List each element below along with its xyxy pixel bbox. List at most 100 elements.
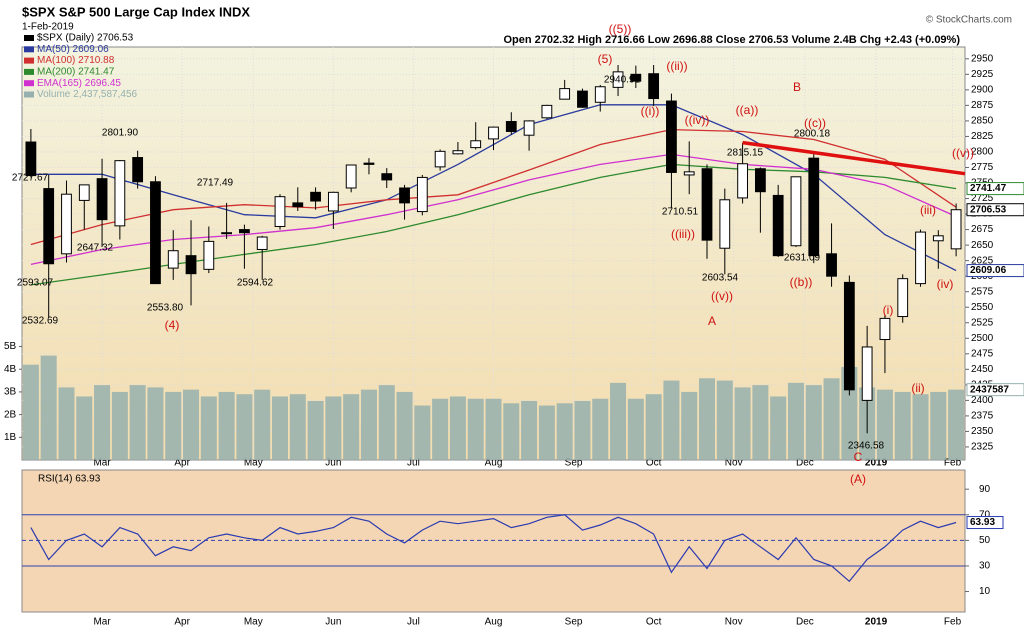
- price-label: 2594.62: [237, 278, 274, 289]
- candle-body: [648, 73, 660, 100]
- x-tick-label: Dec: [796, 458, 814, 469]
- candle-body: [541, 104, 553, 119]
- last-value-box: [966, 516, 1004, 530]
- wave-label: ((b)): [790, 275, 813, 289]
- candle-body: [43, 188, 55, 265]
- volume-bar: [716, 380, 733, 460]
- candle-body: [167, 250, 179, 269]
- wave-label: ((a)): [736, 103, 759, 117]
- volume-bar: [289, 394, 306, 460]
- candle-body: [897, 278, 909, 318]
- candle-body: [559, 88, 571, 100]
- y-tick-label: 10: [979, 586, 991, 597]
- y-tick-label: 2350: [971, 426, 994, 437]
- volume-bar: [556, 403, 573, 460]
- volume-bar: [218, 391, 235, 460]
- y-tick-label: 2825: [971, 131, 994, 142]
- y-tick-label: 2475: [971, 348, 994, 359]
- candle-body: [630, 73, 642, 82]
- volume-bar: [414, 405, 431, 460]
- y-tick-label: 2675: [971, 224, 994, 235]
- y-tick-label: 2650: [971, 240, 994, 251]
- wave-label: ((i)): [641, 104, 660, 118]
- volume-bar: [396, 391, 413, 460]
- candle-body: [719, 199, 731, 249]
- candle-body: [310, 191, 321, 202]
- last-value-box: [966, 203, 1024, 217]
- candle-body: [239, 229, 250, 234]
- wave-label: (4): [165, 318, 180, 332]
- legend-label: MA(200) 2741.47: [37, 67, 115, 78]
- volume-bar: [538, 405, 555, 460]
- wave-label: (A): [850, 472, 866, 486]
- legend-swatch: [24, 80, 34, 87]
- volume-bar: [770, 396, 787, 460]
- x-tick-label: Mar: [93, 617, 111, 628]
- volume-bar: [325, 396, 342, 460]
- candle-body: [416, 176, 428, 213]
- y2-tick-label: 3B: [4, 387, 17, 398]
- rsi-line: [30, 514, 957, 583]
- volume-bar: [307, 401, 324, 460]
- x-tick-label: Feb: [944, 617, 962, 628]
- candle-body: [274, 196, 286, 227]
- x-tick-label: Nov: [725, 458, 743, 469]
- candle-body: [932, 235, 944, 242]
- volume-bar: [271, 396, 288, 460]
- candle-body: [452, 150, 464, 155]
- volume-bar: [183, 389, 200, 460]
- volume-bar: [752, 385, 769, 460]
- price-label: 2940.91: [604, 75, 641, 86]
- candle-body: [861, 346, 873, 401]
- y-tick-label: 2375: [971, 411, 994, 422]
- volume-bar: [521, 401, 538, 460]
- x-tick-label: Sep: [565, 617, 583, 628]
- wave-label: ((iv)): [685, 113, 710, 127]
- y-tick-label: 90: [979, 484, 991, 495]
- volume-bar: [734, 387, 751, 460]
- candle-body: [790, 176, 802, 247]
- volume-bar: [645, 394, 662, 460]
- wave-label: ((c)): [804, 116, 826, 130]
- candle-body: [666, 100, 677, 173]
- x-tick-label: 2019: [865, 617, 888, 628]
- y-tick-label: 2575: [971, 286, 994, 297]
- y-tick-label: 2725: [971, 193, 994, 204]
- legend-label: EMA(165) 2696.45: [37, 78, 121, 89]
- volume-bar: [378, 385, 395, 460]
- y-tick-label: 2450: [971, 364, 994, 375]
- y-tick-label: 2900: [971, 84, 994, 95]
- wave-label: (i): [883, 303, 894, 317]
- volume-bar: [236, 394, 253, 460]
- candle-body: [843, 281, 855, 391]
- candle-body: [96, 178, 108, 221]
- candle-body: [701, 168, 713, 241]
- x-tick-label: May: [244, 617, 263, 628]
- volume-bar: [699, 378, 716, 460]
- candle-body: [345, 164, 357, 189]
- last-value: 2437587: [970, 384, 1009, 395]
- candle-body: [915, 231, 926, 285]
- legend-swatch: [24, 35, 34, 41]
- y-tick-label: 2925: [971, 69, 994, 80]
- candle-body: [150, 181, 161, 285]
- last-value: 63.93: [970, 517, 995, 528]
- volume-bar: [610, 382, 627, 460]
- volume-bar: [503, 403, 520, 460]
- candle-body: [737, 163, 748, 199]
- legend-swatch: [24, 91, 34, 98]
- wave-label: A: [708, 314, 716, 328]
- price-label: 2346.58: [848, 441, 885, 452]
- x-tick-label: Jun: [325, 458, 341, 469]
- volume-bar: [76, 396, 93, 460]
- legend-label: MA(50) 2609.06: [37, 44, 109, 55]
- last-value-box: [966, 182, 1024, 196]
- price-label: 2647.32: [77, 243, 114, 254]
- moving-average: [30, 163, 957, 286]
- wave-label: (5): [598, 52, 613, 66]
- volume-bar: [681, 391, 698, 460]
- x-tick-label: Feb: [944, 458, 962, 469]
- last-value-box: [966, 383, 1024, 397]
- wave-label: ((5)): [609, 22, 632, 36]
- wave-label: ((ii)): [666, 59, 687, 73]
